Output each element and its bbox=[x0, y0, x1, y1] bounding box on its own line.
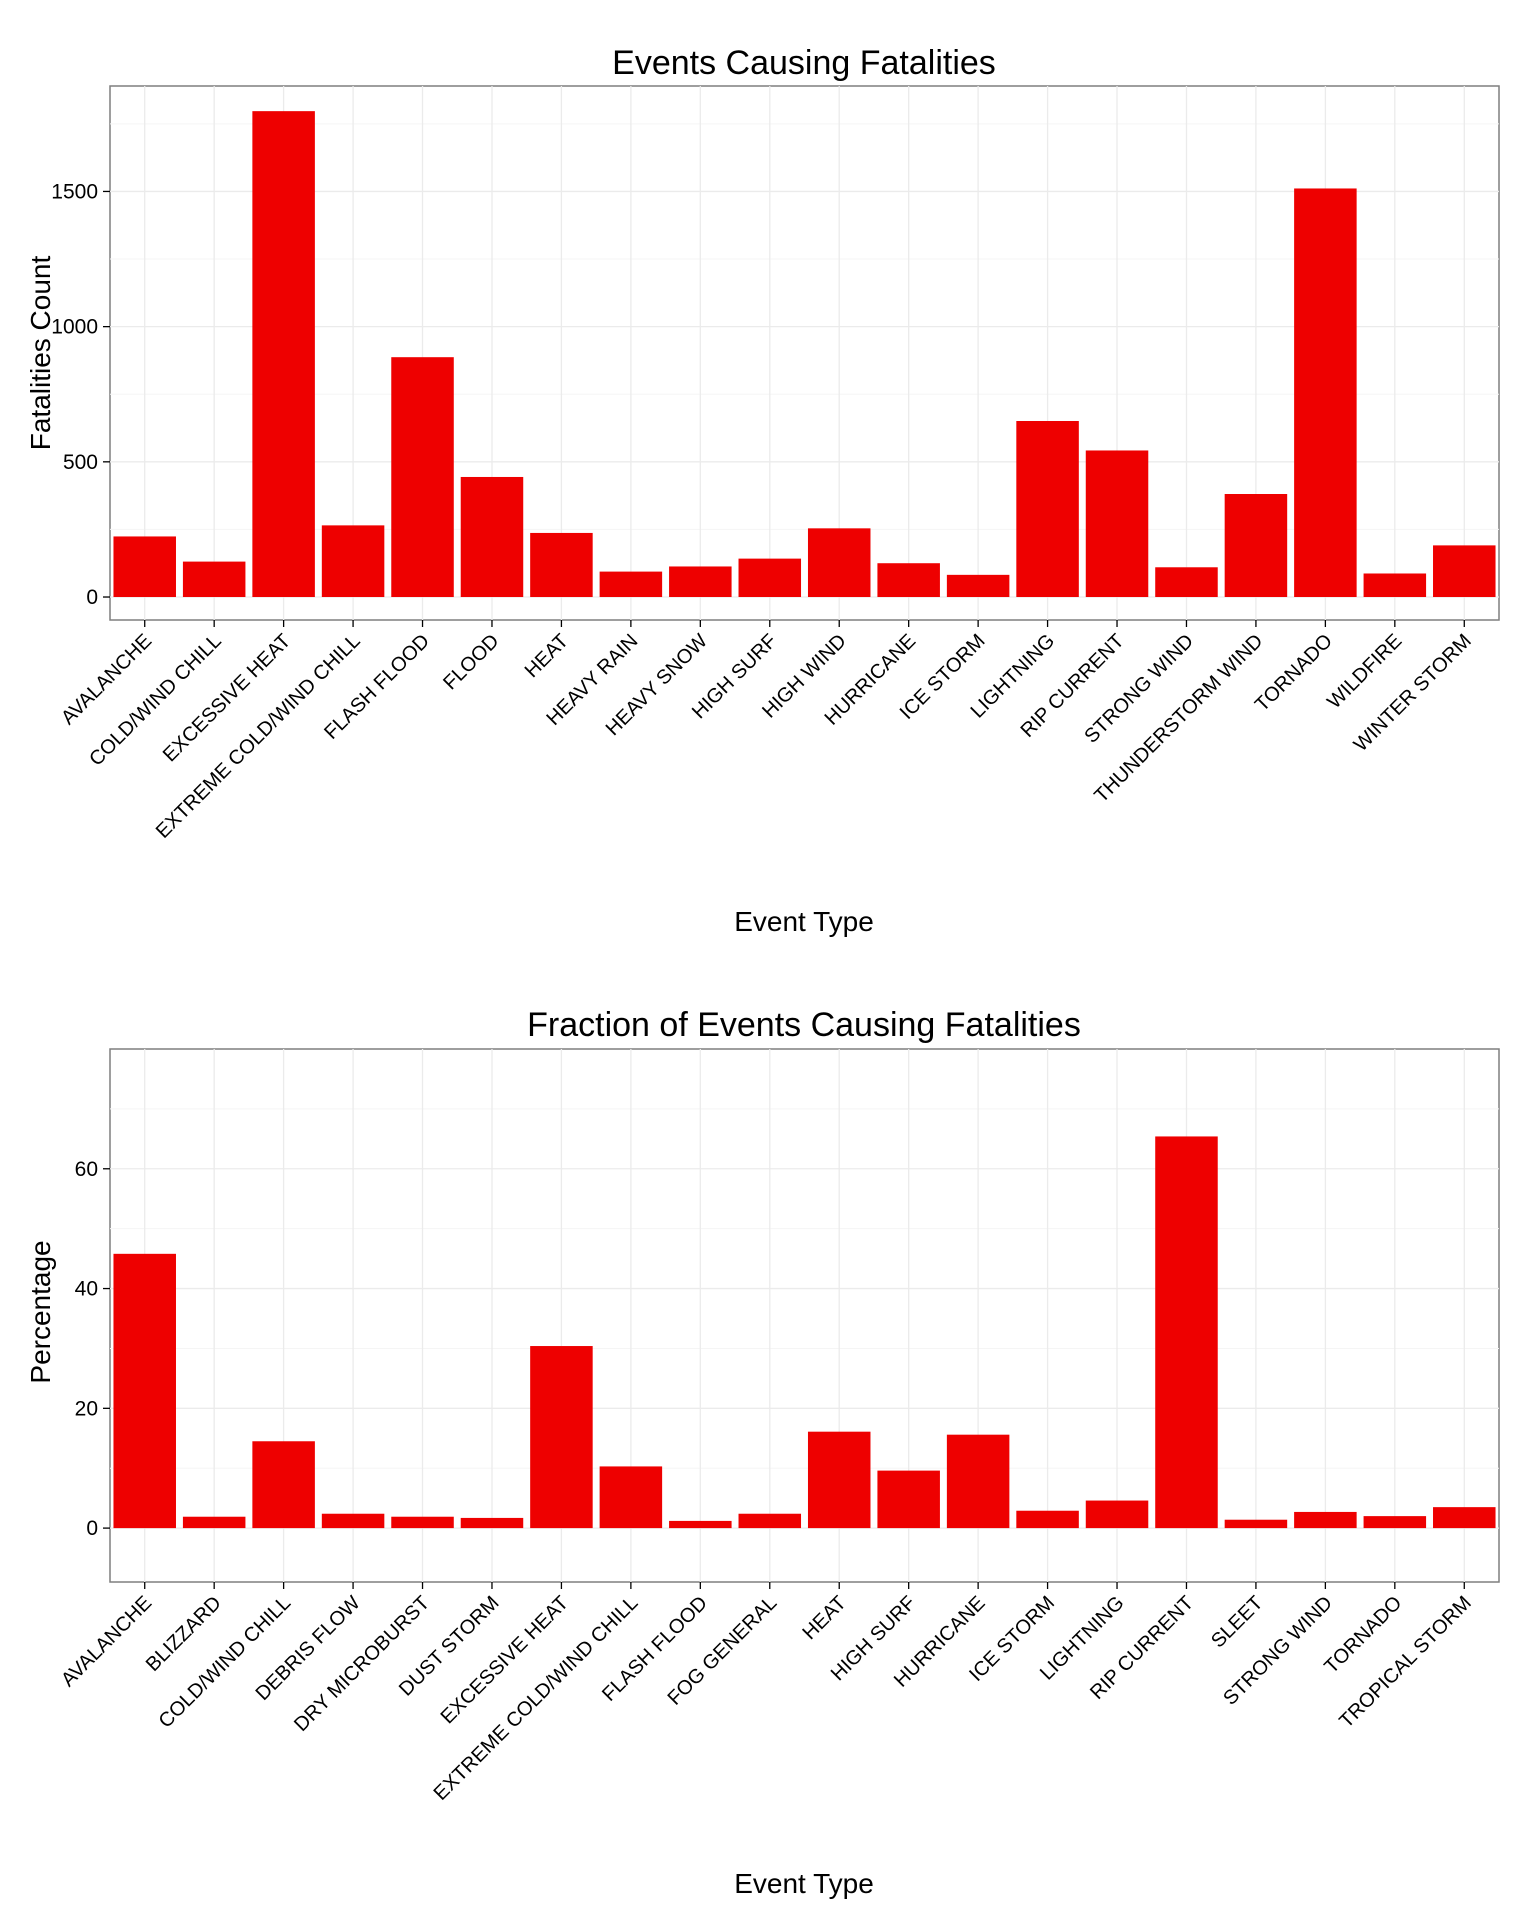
x-tick-label: AVALANCHE bbox=[57, 1592, 156, 1691]
x-tick-label: HEAT bbox=[521, 630, 573, 682]
x-tick-label: EXCESSIVE HEAT bbox=[437, 1592, 573, 1728]
chart-title: Events Causing Fatalities bbox=[612, 44, 996, 82]
bar bbox=[1433, 1507, 1496, 1529]
bar bbox=[946, 1434, 1010, 1529]
bar bbox=[669, 1520, 732, 1529]
bar bbox=[738, 558, 802, 598]
bar bbox=[1224, 1519, 1288, 1529]
bar bbox=[252, 1441, 315, 1529]
bar bbox=[182, 1516, 246, 1529]
y-tick-label: 1500 bbox=[51, 180, 98, 203]
x-axis-title: Event Type bbox=[734, 1868, 874, 1899]
fatalities-count-chart: Events Causing Fatalities 0 500 1000 1500 A… bbox=[25, 44, 1500, 937]
bar bbox=[530, 532, 593, 598]
y-tick-label: 20 bbox=[75, 1397, 98, 1420]
bars bbox=[113, 111, 1496, 598]
bar bbox=[807, 1431, 871, 1529]
bar bbox=[321, 1513, 385, 1529]
bar bbox=[182, 561, 246, 598]
bar bbox=[1224, 494, 1288, 598]
x-axis-title: Event Type bbox=[734, 906, 874, 937]
bar bbox=[599, 571, 663, 598]
bar bbox=[252, 111, 315, 598]
bar bbox=[460, 1517, 524, 1529]
plot-panel bbox=[109, 85, 1500, 621]
x-tick-label: HEAT bbox=[799, 1592, 851, 1644]
bar bbox=[599, 1466, 663, 1529]
bar bbox=[738, 1513, 802, 1529]
bar bbox=[946, 574, 1010, 598]
bar bbox=[877, 563, 940, 598]
bar bbox=[460, 476, 524, 598]
x-tick-label: COLD/WIND CHILL bbox=[155, 1592, 296, 1733]
y-tick-label: 40 bbox=[75, 1278, 98, 1301]
chart-title: Fraction of Events Causing Fatalities bbox=[527, 1006, 1081, 1044]
y-axis-ticks: 0 20 40 60 bbox=[75, 1158, 110, 1540]
bar bbox=[1294, 188, 1357, 598]
x-tick-label: EXCESSIVE HEAT bbox=[159, 630, 295, 766]
bar bbox=[877, 1470, 940, 1529]
y-tick-label: 0 bbox=[86, 1517, 98, 1540]
bar bbox=[1085, 450, 1149, 598]
y-axis-ticks: 0 500 1000 1500 bbox=[51, 180, 110, 609]
x-tick-label: DRY MICROBURST bbox=[290, 1592, 434, 1736]
bar bbox=[391, 357, 454, 598]
plot-panel bbox=[109, 1048, 1500, 1583]
x-tick-label: SLEET bbox=[1207, 1592, 1267, 1652]
bar bbox=[530, 1346, 593, 1529]
x-tick-label: WINTER STORM bbox=[1350, 630, 1476, 756]
bar bbox=[1363, 1516, 1427, 1529]
bar bbox=[113, 1253, 176, 1529]
y-tick-label: 60 bbox=[75, 1158, 98, 1181]
y-tick-label: 0 bbox=[86, 586, 98, 609]
y-tick-label: 500 bbox=[63, 451, 98, 474]
bar bbox=[1085, 1500, 1149, 1529]
fatality-percentage-chart: Fraction of Events Causing Fatalities 0 2… bbox=[25, 1006, 1500, 1899]
y-tick-label: 1000 bbox=[51, 316, 98, 339]
bar bbox=[1363, 573, 1427, 598]
bar bbox=[1016, 1510, 1079, 1529]
x-tick-label: TROPICAL STORM bbox=[1335, 1592, 1476, 1733]
bar bbox=[1155, 1136, 1218, 1529]
bar bbox=[1433, 545, 1496, 598]
bar bbox=[1155, 567, 1218, 598]
bar bbox=[807, 528, 871, 598]
bar bbox=[1294, 1511, 1357, 1529]
y-axis-title: Percentage bbox=[25, 1240, 56, 1383]
bar bbox=[1016, 421, 1079, 598]
bar bbox=[669, 566, 732, 598]
minor-gridlines bbox=[110, 1108, 1499, 1469]
x-tick-label: COLD/WIND CHILL bbox=[85, 630, 226, 771]
bar bbox=[391, 1516, 454, 1529]
x-tick-label: FLOOD bbox=[439, 630, 503, 694]
bar bbox=[113, 536, 176, 598]
y-axis-title: Fatalities Count bbox=[25, 256, 56, 451]
bar bbox=[321, 525, 385, 598]
bars bbox=[113, 1136, 1496, 1529]
